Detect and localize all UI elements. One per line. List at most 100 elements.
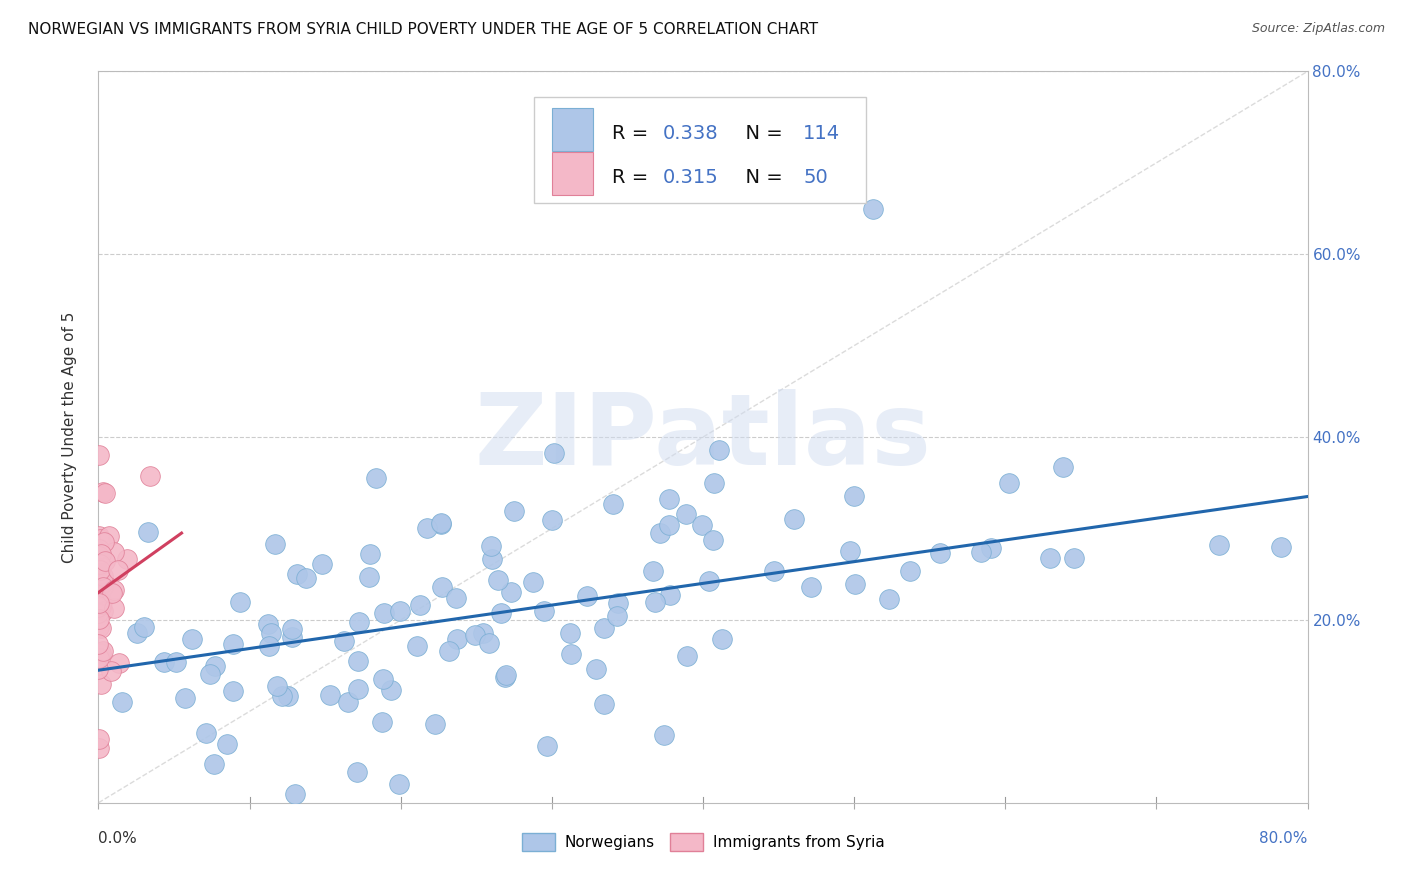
Point	[311, 558, 333, 572]
Point	[444, 591, 467, 605]
Point	[87, 606, 110, 620]
Point	[359, 570, 381, 584]
Point	[486, 573, 509, 587]
Point	[446, 632, 468, 646]
Point	[89, 529, 111, 543]
Point	[97, 529, 120, 543]
Point	[346, 654, 368, 668]
Point	[707, 443, 730, 458]
Text: N =: N =	[734, 169, 789, 187]
Point	[202, 757, 225, 772]
Point	[319, 688, 342, 702]
Point	[127, 626, 149, 640]
FancyBboxPatch shape	[551, 108, 593, 151]
Point	[359, 547, 381, 561]
Y-axis label: Child Poverty Under the Age of 5: Child Poverty Under the Age of 5	[62, 311, 77, 563]
Point	[380, 683, 402, 698]
Point	[970, 545, 993, 559]
Point	[652, 728, 675, 742]
Point	[782, 512, 804, 526]
Point	[593, 621, 616, 635]
Point	[93, 535, 115, 549]
Point	[280, 622, 302, 636]
Text: 50: 50	[803, 169, 828, 187]
Point	[117, 552, 139, 566]
Point	[1052, 459, 1074, 474]
Point	[91, 644, 114, 658]
Text: R =: R =	[613, 124, 655, 144]
Point	[91, 604, 114, 618]
Point	[543, 446, 565, 460]
Point	[844, 489, 866, 503]
Point	[295, 571, 318, 585]
Point	[998, 476, 1021, 491]
Point	[89, 566, 111, 581]
Point	[87, 619, 110, 633]
FancyBboxPatch shape	[534, 97, 866, 203]
Point	[93, 485, 115, 500]
Point	[494, 670, 516, 684]
Point	[430, 580, 453, 594]
Point	[257, 639, 280, 653]
Point	[405, 640, 427, 654]
Point	[471, 626, 494, 640]
Point	[575, 590, 598, 604]
Point	[165, 655, 187, 669]
Point	[215, 737, 238, 751]
Point	[89, 740, 111, 755]
Point	[100, 584, 122, 599]
Point	[592, 697, 614, 711]
Point	[502, 504, 524, 518]
Point	[87, 731, 110, 746]
Point	[585, 662, 607, 676]
Point	[425, 717, 447, 731]
Point	[108, 656, 131, 670]
Point	[87, 552, 110, 566]
Point	[641, 564, 664, 578]
Point	[256, 617, 278, 632]
Point	[1063, 551, 1085, 566]
Point	[333, 634, 356, 648]
Point	[560, 647, 582, 661]
Point	[89, 557, 111, 571]
Point	[437, 644, 460, 658]
Point	[371, 672, 394, 686]
Point	[89, 563, 111, 577]
Point	[495, 668, 517, 682]
Point	[373, 606, 395, 620]
Point	[877, 592, 900, 607]
Point	[221, 683, 243, 698]
Point	[103, 601, 125, 615]
Point	[347, 615, 370, 630]
Point	[499, 584, 522, 599]
Point	[844, 577, 866, 591]
Point	[91, 568, 114, 582]
Point	[607, 596, 630, 610]
Point	[898, 564, 921, 578]
Point	[87, 542, 110, 557]
Point	[87, 651, 110, 665]
FancyBboxPatch shape	[551, 152, 593, 195]
Point	[416, 521, 439, 535]
Point	[100, 664, 122, 678]
Point	[94, 486, 117, 500]
Point	[266, 680, 288, 694]
Point	[87, 448, 110, 462]
Point	[676, 648, 699, 663]
Point	[346, 764, 368, 779]
Text: 114: 114	[803, 124, 841, 144]
Point	[90, 547, 112, 561]
Point	[862, 202, 884, 216]
Point	[90, 597, 112, 611]
Point	[111, 695, 134, 709]
Point	[89, 612, 111, 626]
Point	[703, 476, 725, 491]
Point	[839, 544, 862, 558]
Point	[479, 539, 502, 553]
Text: 0.315: 0.315	[664, 169, 718, 187]
Point	[980, 541, 1002, 555]
Text: Source: ZipAtlas.com: Source: ZipAtlas.com	[1251, 22, 1385, 36]
Point	[264, 536, 287, 550]
Point	[347, 681, 370, 696]
Point	[533, 604, 555, 618]
